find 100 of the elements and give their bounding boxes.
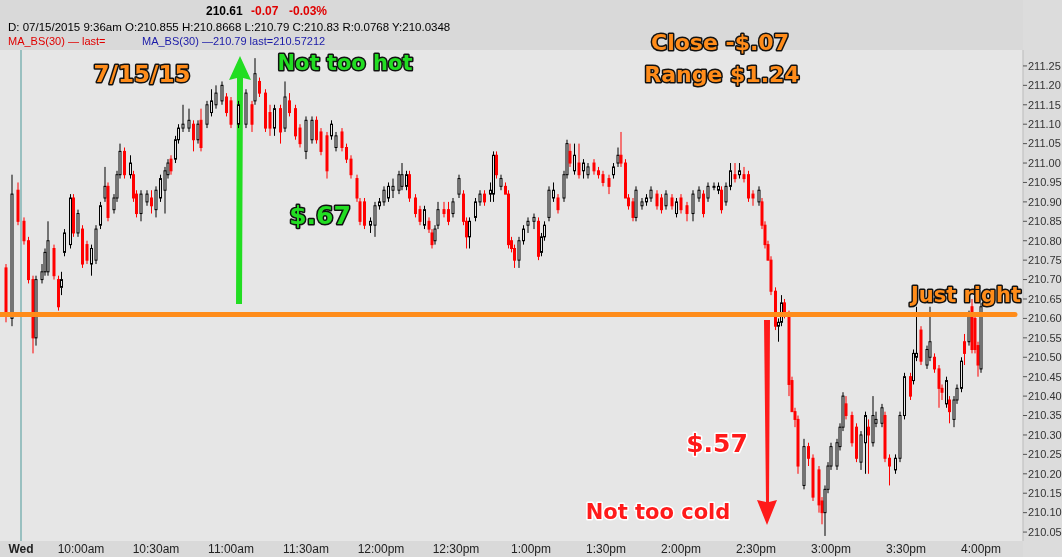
candlestick bbox=[391, 178, 395, 199]
candlestick bbox=[63, 228, 66, 257]
y-tick-label: 210.55 bbox=[1028, 331, 1062, 344]
candlestick bbox=[556, 193, 560, 215]
candlestick bbox=[948, 395, 951, 424]
x-tick-label: 11:30am bbox=[283, 542, 329, 556]
candlestick bbox=[187, 108, 191, 133]
candlestick bbox=[757, 185, 761, 207]
candlestick bbox=[568, 143, 572, 168]
candlestick bbox=[76, 209, 80, 238]
candlestick bbox=[844, 395, 848, 420]
y-tick-label: 211.10 bbox=[1028, 118, 1061, 131]
candlestick bbox=[607, 174, 611, 195]
candlestick bbox=[373, 201, 377, 238]
candlestick bbox=[631, 197, 635, 222]
annotation: Not too hot bbox=[277, 51, 413, 75]
candlestick bbox=[273, 104, 276, 137]
candlestick bbox=[720, 185, 723, 215]
candlestick bbox=[214, 84, 218, 110]
x-tick-label: 1:00pm bbox=[510, 542, 552, 556]
x-tick-label: 11:00am bbox=[208, 542, 254, 556]
candlestick bbox=[909, 372, 912, 401]
x-tick-label: 10:30am bbox=[132, 542, 180, 556]
annotation: $.57 bbox=[686, 429, 748, 458]
candlestick bbox=[577, 143, 581, 180]
y-tick-label: 211.15 bbox=[1028, 98, 1061, 111]
x-tick-label: 12:30pm bbox=[432, 542, 480, 556]
candlestick bbox=[495, 150, 498, 180]
y-tick-label: 211.00 bbox=[1028, 156, 1061, 169]
annotation: Range $1.24 bbox=[644, 62, 800, 87]
y-tick-label: 210.50 bbox=[1028, 351, 1062, 364]
candlestick bbox=[288, 92, 291, 117]
candlestick bbox=[139, 189, 143, 222]
y-tick-label: 210.65 bbox=[1028, 292, 1062, 305]
y-tick-label: 210.95 bbox=[1028, 176, 1062, 189]
y-tick-label: 210.25 bbox=[1028, 448, 1062, 461]
annotation: Just right bbox=[908, 283, 1022, 307]
candlestick bbox=[867, 418, 870, 475]
y-tick-label: 210.30 bbox=[1028, 428, 1062, 441]
x-tick-label: Wed bbox=[8, 542, 34, 556]
candlestick bbox=[880, 403, 884, 428]
candlestick bbox=[655, 189, 659, 211]
candlestick bbox=[457, 174, 461, 199]
candlestick bbox=[192, 119, 195, 152]
candlestick bbox=[442, 201, 446, 218]
candlestick bbox=[258, 77, 261, 98]
candlestick bbox=[712, 181, 716, 191]
candlestick bbox=[685, 201, 689, 222]
text: 210.61 bbox=[206, 4, 244, 18]
annotation: Close -$.07 bbox=[651, 30, 789, 55]
x-tick-label: 3:00pm bbox=[810, 542, 852, 556]
y-tick-label: 210.70 bbox=[1028, 273, 1062, 286]
candlestick bbox=[129, 154, 132, 180]
candlestick bbox=[679, 193, 683, 215]
candlestick bbox=[382, 185, 386, 207]
text: MA_BS(30) —210.79 last=210.57212 bbox=[142, 35, 326, 47]
candlestick bbox=[675, 197, 678, 218]
y-tick-label: 210.15 bbox=[1028, 487, 1062, 500]
text: D: 07/15/2015 9:36am O:210.855 H:210.8668 L:210.79 C:210.83 R:0.0768 Y:210.0348 bbox=[8, 21, 451, 33]
y-tick-label: 210.80 bbox=[1028, 234, 1062, 247]
y-tick-label: 210.45 bbox=[1028, 370, 1062, 383]
y-tick-label: 210.90 bbox=[1028, 195, 1062, 208]
x-tick-label: 3:30pm bbox=[885, 542, 927, 556]
candlestick bbox=[205, 100, 209, 129]
candlestick bbox=[963, 333, 966, 366]
candlestick bbox=[573, 143, 576, 176]
candlestick bbox=[60, 271, 63, 296]
candlestick bbox=[150, 189, 153, 215]
y-tick-label: 210.35 bbox=[1028, 409, 1062, 422]
x-tick-label: 12:00pm bbox=[357, 542, 405, 556]
candlestick bbox=[532, 213, 536, 230]
candlestick bbox=[691, 189, 695, 222]
candlestick bbox=[250, 100, 254, 133]
text: MA_BS(30) — last= bbox=[8, 35, 106, 47]
candlestick bbox=[310, 115, 314, 145]
candlestick bbox=[196, 119, 200, 145]
candlestick bbox=[279, 104, 282, 145]
candlestick bbox=[945, 376, 948, 409]
y-tick-label: 210.75 bbox=[1028, 254, 1062, 266]
x-tick-label: 10:00am bbox=[57, 542, 105, 556]
text: -0.07 bbox=[251, 4, 279, 18]
text: -0.03% bbox=[289, 4, 328, 18]
y-tick-label: 211.20 bbox=[1028, 79, 1061, 92]
candlestick bbox=[99, 201, 102, 230]
candlestick bbox=[706, 181, 710, 203]
candlestick bbox=[702, 189, 705, 218]
x-tick-label: 1:30pm bbox=[585, 542, 627, 556]
y-tick-label: 211.05 bbox=[1028, 137, 1061, 150]
x-tick-label: 4:00pm bbox=[960, 542, 1002, 556]
candlestick bbox=[616, 147, 620, 168]
y-tick-label: 210.85 bbox=[1028, 215, 1062, 228]
candlestick bbox=[237, 100, 240, 129]
candlestick bbox=[468, 216, 471, 249]
candlestick bbox=[103, 166, 107, 203]
annotation: Not too cold bbox=[585, 500, 731, 524]
candlestick bbox=[423, 205, 426, 230]
candlestick bbox=[408, 170, 411, 203]
candlestick bbox=[526, 216, 530, 234]
candlestick bbox=[123, 147, 126, 180]
candlestick bbox=[640, 197, 644, 211]
